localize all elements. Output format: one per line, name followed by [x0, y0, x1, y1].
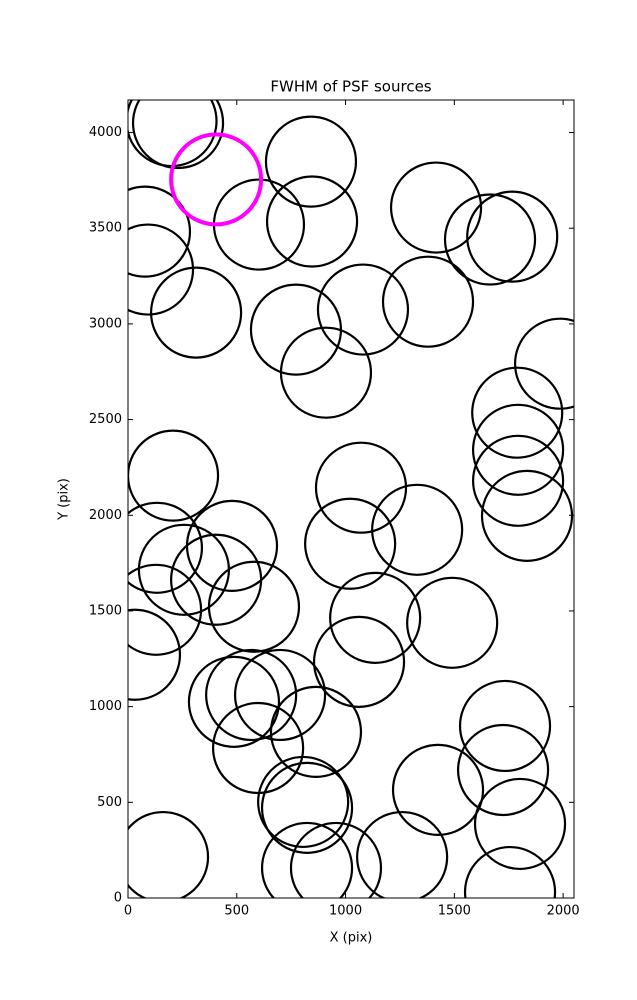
chart-title: FWHM of PSF sources	[270, 78, 431, 96]
y-axis-label: Y (pix)	[57, 478, 72, 521]
psf-circle	[128, 501, 204, 594]
psf-circle	[381, 255, 475, 348]
psf-circle	[187, 655, 281, 748]
psf-circle	[471, 434, 565, 527]
x-tick-label: 1500	[438, 904, 471, 919]
psf-circle	[371, 483, 464, 576]
psf-circle	[406, 576, 499, 669]
psf-circle	[207, 560, 301, 653]
psf-circle	[329, 571, 422, 664]
psf-circle	[128, 185, 192, 278]
psf-circle	[466, 190, 559, 283]
plot-area	[128, 100, 574, 898]
psf-circle	[265, 175, 359, 268]
psf-circle	[480, 469, 574, 562]
psf-circle	[233, 648, 327, 742]
y-tick-label: 1500	[89, 603, 122, 618]
psf-circle	[356, 810, 449, 898]
plot-frame	[127, 99, 575, 899]
psf-circle	[128, 223, 195, 316]
y-tick-label: 3500	[89, 221, 122, 236]
psf-circle	[473, 777, 567, 871]
psf-circle	[513, 317, 574, 410]
psf-circle	[389, 161, 483, 254]
y-tick-label: 1000	[89, 699, 122, 714]
psf-circle	[137, 523, 231, 616]
psf-circle	[269, 685, 363, 778]
psf-circle	[260, 761, 354, 854]
y-tick-label: 2000	[89, 508, 122, 523]
psf-circle	[458, 679, 552, 773]
y-tick-label: 4000	[89, 125, 122, 140]
y-tick-label: 500	[97, 795, 122, 810]
psf-circle	[312, 615, 406, 708]
psf-circle	[128, 563, 203, 656]
psf-circle	[128, 608, 182, 701]
psf-circle	[205, 648, 298, 742]
psf-circle	[249, 283, 343, 376]
psf-circle	[264, 115, 358, 208]
psf-circle	[128, 810, 210, 898]
psf-circle	[169, 132, 264, 227]
x-tick-label: 2000	[547, 904, 580, 919]
y-tick-label: 0	[114, 891, 122, 906]
y-tick-label: 2500	[89, 412, 122, 427]
psf-circle	[456, 723, 550, 817]
psf-circle	[170, 533, 263, 626]
psf-circle	[391, 743, 485, 836]
psf-circle	[128, 100, 218, 168]
psf-circle	[304, 497, 397, 590]
psf-circle	[185, 499, 279, 592]
psf-circle	[289, 821, 383, 898]
psf-circle	[279, 326, 373, 419]
psf-circle	[212, 701, 305, 795]
psf-circle	[131, 100, 225, 170]
psf-circle	[471, 366, 564, 459]
psf-circle	[149, 266, 243, 359]
psf-circle	[257, 755, 350, 849]
y-tick-label: 3000	[89, 316, 122, 331]
psf-circle	[316, 263, 410, 356]
psf-circle	[463, 845, 557, 898]
x-tick-label: 1000	[329, 904, 362, 919]
psf-circle	[260, 821, 354, 898]
psf-circle	[471, 403, 565, 496]
psf-circle	[128, 429, 220, 522]
x-tick-label: 500	[224, 904, 249, 919]
psf-circle	[443, 193, 537, 286]
x-tick-label: 0	[124, 904, 132, 919]
x-axis-label: X (pix)	[330, 931, 373, 946]
psf-circle	[314, 441, 408, 534]
